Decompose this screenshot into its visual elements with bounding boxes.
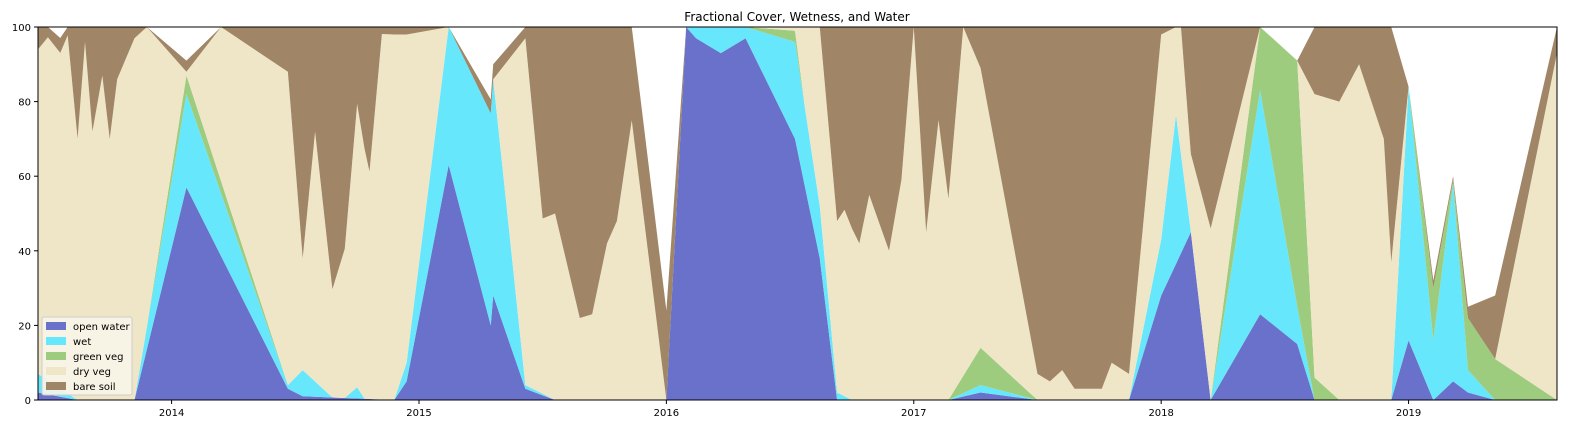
legend-label-bare-soil: bare soil [73,382,116,393]
legend-label-green-veg: green veg [73,352,123,363]
y-tick-label: 0 [25,396,31,407]
y-tick-label: 40 [18,247,31,258]
legend-swatch-dry-veg [46,367,66,375]
area-wet [38,27,1557,400]
x-tick-label: 2018 [1148,408,1173,419]
area-open-water [38,27,1557,400]
chart-title: Fractional Cover, Wetness, and Water [684,10,909,24]
legend-swatch-open-water [46,322,66,330]
x-tick-label: 2014 [159,408,184,419]
legend-swatch-green-veg [46,352,66,360]
legend-label-open-water: open water [73,322,131,333]
legend-swatch-bare-soil [46,382,66,390]
y-tick-label: 80 [18,98,31,109]
legend-frame [41,316,133,396]
plot-frame [37,26,1558,401]
stacked-areas [38,27,1557,400]
legend-swatch-wet [46,337,66,345]
x-tick-label: 2015 [406,408,431,419]
legend-label-wet: wet [73,337,91,348]
y-tick-label: 60 [18,172,31,183]
legend: open water wet green veg dry veg bare soil [41,316,133,396]
y-tick-label: 100 [12,23,31,34]
area-dry-veg [38,27,1557,400]
legend-label-dry-veg: dry veg [73,367,111,378]
area-bare-soil [38,27,1557,400]
y-tick-label: 20 [18,321,31,332]
x-tick-label: 2017 [901,408,926,419]
x-tick-label: 2016 [654,408,679,419]
x-axis: 2014 2015 2016 2017 2018 2019 [159,400,1421,419]
y-axis: 0 20 40 60 80 100 [12,23,38,407]
x-tick-label: 2019 [1396,408,1421,419]
